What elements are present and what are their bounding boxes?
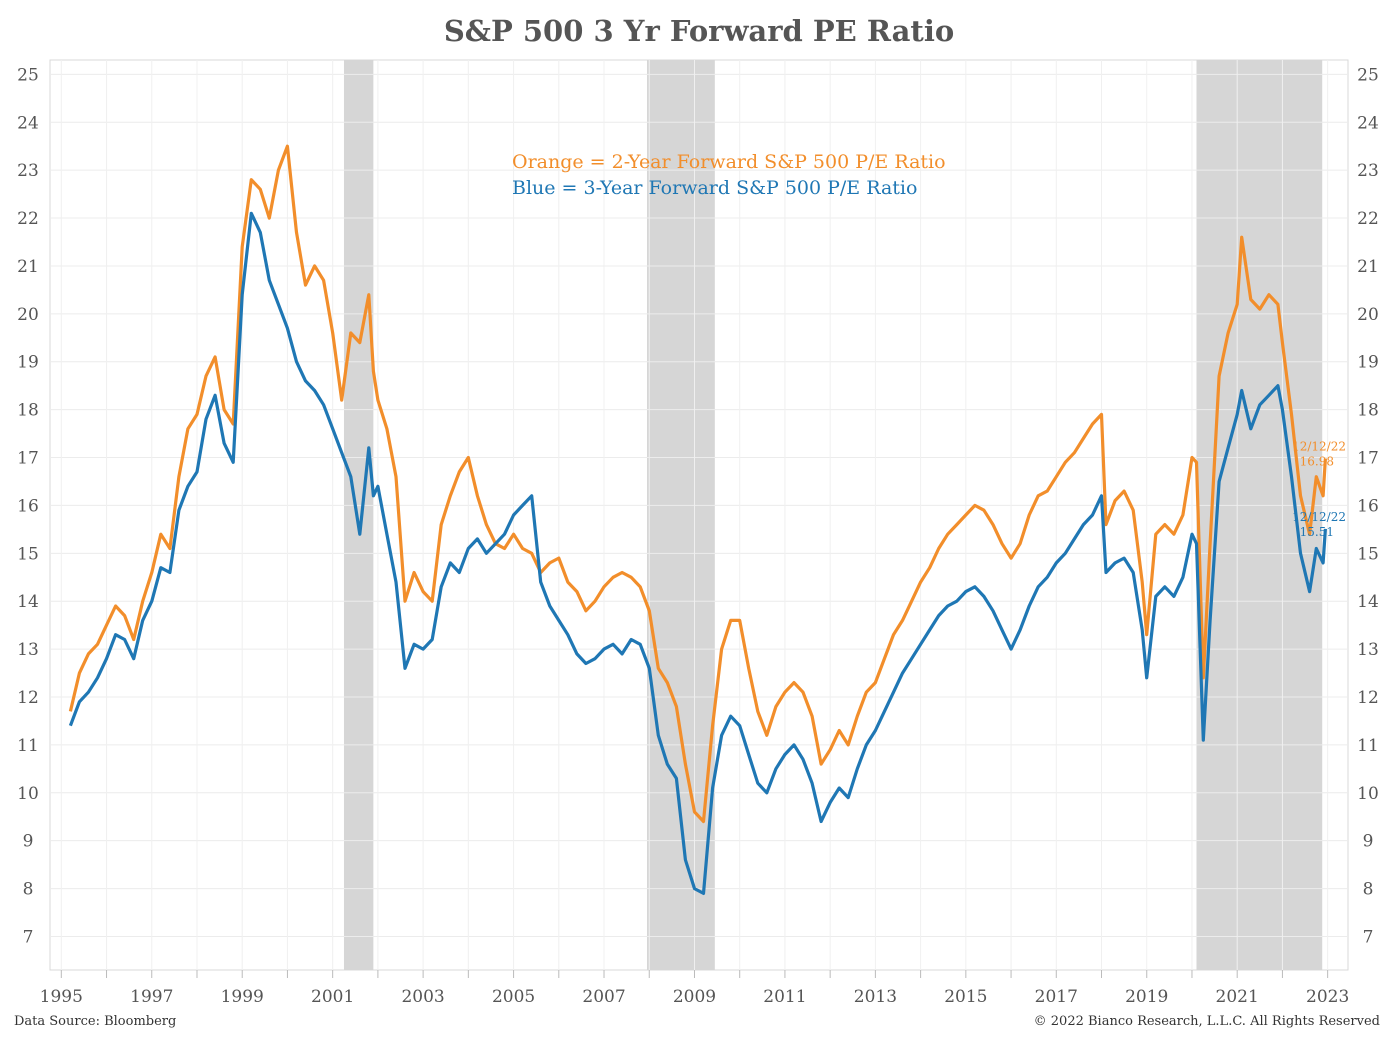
series-line-1 bbox=[68, 211, 1327, 895]
x-tick-2015: 2015 bbox=[944, 987, 987, 1007]
y-tick-right-14: 14 bbox=[1357, 592, 1379, 612]
y-tick-right-20: 20 bbox=[1357, 305, 1379, 325]
x-tick-1997: 1997 bbox=[130, 987, 173, 1007]
y-tick-left-14: 14 bbox=[17, 592, 39, 612]
y-tick-right-16: 16 bbox=[1357, 496, 1379, 516]
y-tick-left-13: 13 bbox=[17, 640, 39, 660]
x-tick-2003: 2003 bbox=[401, 987, 444, 1007]
y-tick-right-8: 8 bbox=[1363, 880, 1374, 900]
x-tick-1999: 1999 bbox=[221, 987, 264, 1007]
y-tick-left-24: 24 bbox=[17, 113, 39, 133]
y-tick-left-11: 11 bbox=[17, 736, 39, 756]
y-tick-right-22: 22 bbox=[1357, 209, 1379, 229]
legend-entry-1: Blue = 3-Year Forward S&P 500 P/E Ratio bbox=[512, 177, 917, 199]
y-tick-left-16: 16 bbox=[17, 496, 39, 516]
y-tick-left-20: 20 bbox=[17, 305, 39, 325]
y-tick-right-11: 11 bbox=[1357, 736, 1379, 756]
x-tick-1995: 1995 bbox=[40, 987, 83, 1007]
y-tick-right-23: 23 bbox=[1357, 161, 1379, 181]
end-label-value-0: 16.98 bbox=[1300, 454, 1334, 468]
y-tick-right-17: 17 bbox=[1357, 449, 1379, 469]
y-tick-right-18: 18 bbox=[1357, 401, 1379, 421]
x-tick-2013: 2013 bbox=[854, 987, 897, 1007]
y-tick-right-9: 9 bbox=[1363, 832, 1374, 852]
y-tick-right-10: 10 bbox=[1357, 784, 1379, 804]
copyright-footer: © 2022 Bianco Research, L.L.C. All Right… bbox=[1033, 1014, 1380, 1029]
end-label-date-0: 12/12/22 bbox=[1292, 439, 1346, 453]
x-tick-2009: 2009 bbox=[673, 987, 716, 1007]
legend-entry-0: Orange = 2-Year Forward S&P 500 P/E Rati… bbox=[512, 151, 946, 173]
y-tick-right-12: 12 bbox=[1357, 688, 1379, 708]
y-tick-left-21: 21 bbox=[17, 257, 39, 277]
x-tick-2011: 2011 bbox=[763, 987, 806, 1007]
y-tick-right-15: 15 bbox=[1357, 544, 1379, 564]
x-tick-2019: 2019 bbox=[1125, 987, 1168, 1007]
x-tick-2007: 2007 bbox=[582, 987, 625, 1007]
y-tick-right-24: 24 bbox=[1357, 113, 1379, 133]
end-label-value-1: 15.51 bbox=[1300, 525, 1334, 539]
data-source-footer: Data Source: Bloomberg bbox=[14, 1014, 177, 1029]
chart-title: S&P 500 3 Yr Forward PE Ratio bbox=[443, 14, 955, 48]
y-tick-left-10: 10 bbox=[17, 784, 39, 804]
y-tick-left-7: 7 bbox=[23, 927, 34, 947]
y-tick-left-19: 19 bbox=[17, 353, 39, 373]
series-line-0 bbox=[68, 144, 1327, 824]
y-tick-left-25: 25 bbox=[17, 65, 39, 85]
y-tick-right-25: 25 bbox=[1357, 65, 1379, 85]
y-tick-right-21: 21 bbox=[1357, 257, 1379, 277]
y-tick-left-18: 18 bbox=[17, 401, 39, 421]
y-tick-left-15: 15 bbox=[17, 544, 39, 564]
y-tick-left-22: 22 bbox=[17, 209, 39, 229]
end-label-date-1: 12/12/22 bbox=[1292, 510, 1346, 524]
y-tick-left-8: 8 bbox=[23, 880, 34, 900]
x-tick-2005: 2005 bbox=[492, 987, 535, 1007]
x-tick-2017: 2017 bbox=[1035, 987, 1078, 1007]
recession-band-0 bbox=[343, 60, 374, 970]
y-tick-left-12: 12 bbox=[17, 688, 39, 708]
y-tick-left-17: 17 bbox=[17, 449, 39, 469]
y-tick-right-7: 7 bbox=[1363, 927, 1374, 947]
x-tick-2001: 2001 bbox=[311, 987, 354, 1007]
x-tick-2021: 2021 bbox=[1216, 987, 1259, 1007]
y-tick-right-19: 19 bbox=[1357, 353, 1379, 373]
x-tick-2023: 2023 bbox=[1306, 987, 1349, 1007]
y-tick-left-9: 9 bbox=[23, 832, 34, 852]
y-tick-right-13: 13 bbox=[1357, 640, 1379, 660]
y-tick-left-23: 23 bbox=[17, 161, 39, 181]
